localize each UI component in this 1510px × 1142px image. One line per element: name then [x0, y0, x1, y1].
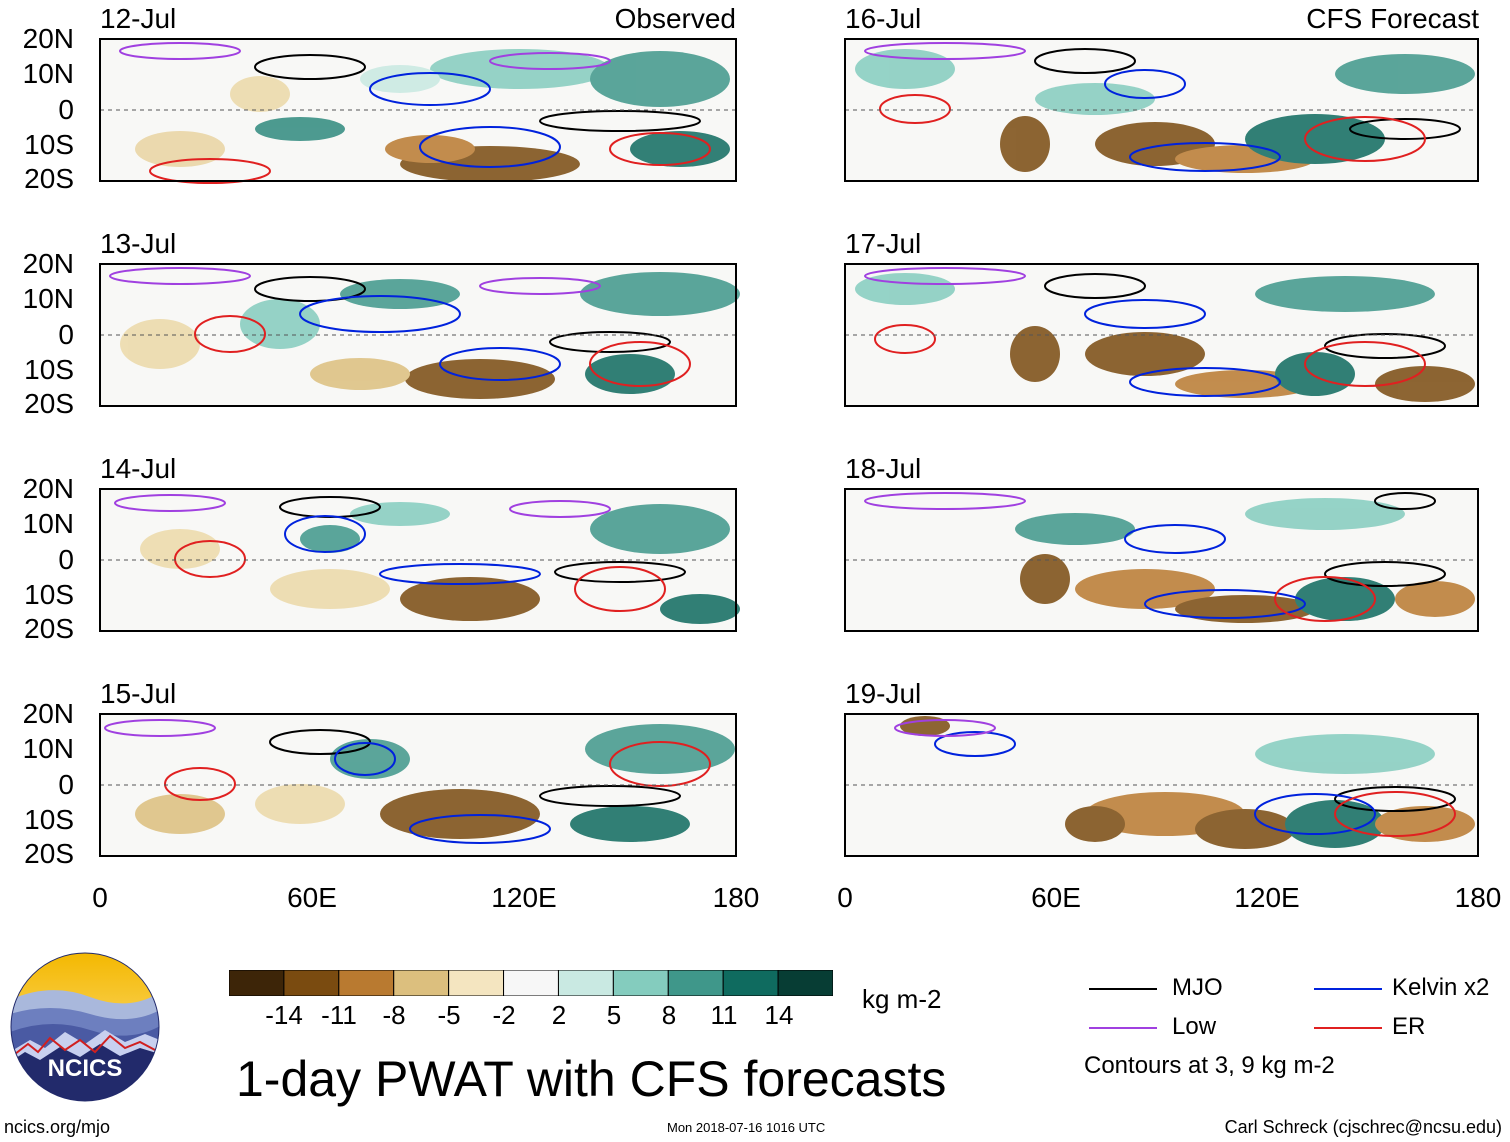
observed-header: Observed	[614, 3, 736, 34]
colorbar-swatch	[448, 970, 505, 996]
lat-label: 20S	[24, 613, 74, 644]
lat-label: 10S	[24, 579, 74, 610]
lat-label: 20S	[24, 163, 74, 194]
map-panel	[99, 263, 740, 407]
map-panel	[99, 38, 737, 184]
panel-date-label: 18-Jul	[845, 453, 922, 484]
colorbar-units: kg m-2	[862, 984, 942, 1014]
colorbar-tick: 8	[661, 1000, 677, 1030]
lat-label: 20S	[24, 838, 74, 869]
colorbar-swatch	[557, 970, 614, 996]
map-panel	[844, 263, 1479, 407]
lon-label: 180	[712, 882, 760, 913]
legend-label-kelvin: Kelvin x2	[1392, 974, 1490, 1001]
lat-label: 0	[58, 544, 74, 575]
lat-label: 10N	[22, 283, 74, 314]
lat-label: 20N	[22, 248, 74, 279]
lon-label: 180	[1454, 882, 1502, 913]
lat-label: 20N	[22, 698, 74, 729]
footer-timestamp: Mon 2018-07-16 1016 UTC	[667, 1120, 826, 1135]
colorbar-swatch	[393, 970, 450, 996]
map-panel	[844, 713, 1479, 857]
panel-date-label: 15-Jul	[100, 678, 177, 709]
colorbar-tick: -2	[492, 1000, 516, 1030]
panel-date-label: 19-Jul	[845, 678, 922, 709]
colorbar-tick: -5	[437, 1000, 461, 1030]
legend-label-low: Low	[1172, 1013, 1217, 1040]
colorbar-swatch	[503, 970, 559, 996]
map-panel	[99, 488, 740, 632]
lat-label: 10N	[22, 733, 74, 764]
colorbar-tick: -8	[382, 1000, 406, 1030]
figure-title: 1-day PWAT with CFS forecasts	[236, 1051, 947, 1107]
lat-label: 20N	[22, 23, 74, 54]
colorbar-tick: 5	[606, 1000, 622, 1030]
lon-label: 60E	[287, 882, 337, 913]
lat-label: 10N	[22, 58, 74, 89]
colorbar-tick: -11	[321, 1000, 357, 1030]
colorbar-swatch	[722, 970, 779, 996]
colorbar	[229, 970, 833, 996]
lat-label: 0	[58, 319, 74, 350]
map-panel	[844, 38, 1479, 182]
lon-label: 120E	[491, 882, 557, 913]
panel-date-label: 17-Jul	[845, 228, 922, 259]
lat-label: 0	[58, 94, 74, 125]
lon-label: 120E	[1234, 882, 1300, 913]
logo-text: NCICS	[48, 1055, 123, 1082]
legend-label-er: ER	[1392, 1013, 1426, 1040]
colorbar-swatch	[777, 970, 833, 996]
lat-label: 20S	[24, 388, 74, 419]
footer-url: ncics.org/mjo	[4, 1117, 111, 1137]
legend-line-kelvin	[1314, 988, 1382, 990]
legend-line-mjo	[1089, 988, 1157, 990]
panel-date-label: 14-Jul	[100, 453, 177, 484]
colorbar-swatch	[667, 970, 724, 996]
colorbar-tick: 2	[551, 1000, 567, 1030]
map-panel	[844, 488, 1479, 632]
colorbar-swatch	[283, 970, 340, 996]
colorbar-tick: -14	[265, 1000, 303, 1030]
colorbar-swatch	[229, 970, 285, 996]
forecast-header: CFS Forecast	[1306, 3, 1479, 34]
panel-date-label: 16-Jul	[845, 3, 922, 34]
footer-credit: Carl Schreck (cjschrec@ncsu.edu)	[1224, 1117, 1502, 1137]
lat-label: 10S	[24, 804, 74, 835]
contour-note: Contours at 3, 9 kg m-2	[1084, 1052, 1335, 1079]
lat-label: 10N	[22, 508, 74, 539]
panel-date-label: 13-Jul	[100, 228, 177, 259]
colorbar-swatch	[612, 970, 669, 996]
lon-label: 60E	[1031, 882, 1081, 913]
lat-label: 0	[58, 769, 74, 800]
legend-line-er	[1314, 1027, 1382, 1029]
lat-label: 10S	[24, 354, 74, 385]
legend-label-mjo: MJO	[1172, 974, 1223, 1001]
lat-label: 20N	[22, 473, 74, 504]
ncics-logo: NCICS	[10, 952, 160, 1102]
lat-label: 10S	[24, 129, 74, 160]
lon-label: 0	[837, 882, 853, 913]
colorbar-tick: 14	[764, 1000, 794, 1030]
lon-label: 0	[92, 882, 108, 913]
panel-date-label: 12-Jul	[100, 3, 177, 34]
colorbar-tick: 11	[710, 1000, 738, 1030]
legend-line-low	[1089, 1027, 1157, 1029]
colorbar-swatch	[338, 970, 395, 996]
map-panel	[99, 713, 737, 857]
